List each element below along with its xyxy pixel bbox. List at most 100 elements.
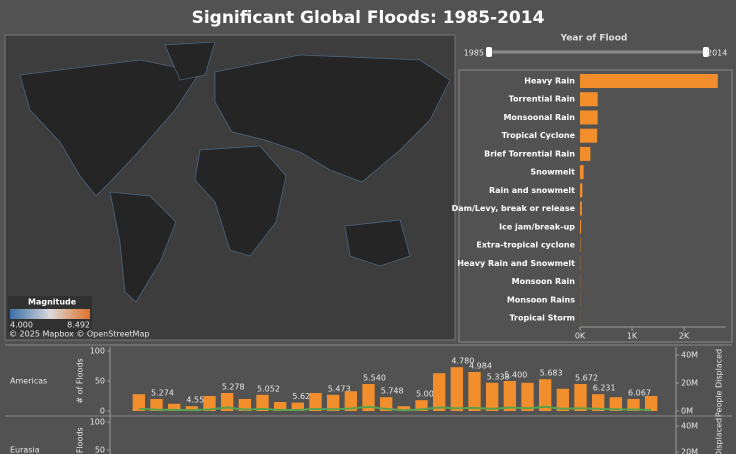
bar-label: 5.748 xyxy=(381,387,404,396)
y-tick-label: 100 xyxy=(90,418,105,427)
bar xyxy=(450,367,464,411)
bar-label: 4.553 xyxy=(186,396,209,405)
bar-label: 5.400 xyxy=(504,371,527,380)
bar-label: 5.338 xyxy=(487,372,510,381)
map-attribution: © 2025 Mapbox © OpenStreetMap xyxy=(9,330,149,339)
bar xyxy=(326,394,340,411)
category-label: Tropical Storm xyxy=(509,313,575,322)
x-tick-label: 2K xyxy=(679,332,690,341)
category-label: Dam/Levy, break or release xyxy=(452,204,576,213)
legend-min: 4.000 xyxy=(10,321,33,330)
region-label: Eurasia xyxy=(10,446,40,454)
y2-axis-title: People Displaced xyxy=(715,349,724,417)
category-label: Monsoon Rain xyxy=(512,277,576,286)
bar-label: 5.683 xyxy=(540,369,563,378)
year-filter[interactable]: Year of Flood 1985 2014 xyxy=(464,34,728,58)
bar xyxy=(150,399,163,411)
slider-handle-start[interactable] xyxy=(486,47,492,57)
legend-gradient xyxy=(10,309,90,319)
bar-label: 5.473 xyxy=(328,384,351,393)
y-tick-label: 50 xyxy=(95,377,105,386)
category-label: Tropical Cyclone xyxy=(502,131,576,140)
category-label: Torrential Rain xyxy=(509,95,576,104)
category-label: Monsoonal Rain xyxy=(503,113,575,122)
bar xyxy=(627,399,640,411)
x-tick-label: 1K xyxy=(627,332,638,341)
y2-tick-label: 40M xyxy=(681,422,698,431)
bar xyxy=(580,183,583,198)
y2-tick-label: 40M xyxy=(681,351,698,360)
land xyxy=(19,41,451,303)
bar-label: 6.231 xyxy=(593,384,616,393)
category-label: Rain and snowmelt xyxy=(489,186,575,195)
legend-title: Magnitude xyxy=(28,298,77,307)
bar xyxy=(485,382,499,411)
y-axis-title: # of Floods xyxy=(76,358,85,403)
bar-label: 5.052 xyxy=(257,384,280,393)
bar xyxy=(580,74,718,88)
bar xyxy=(256,394,269,411)
bar xyxy=(580,110,598,125)
legend-max: 8.492 xyxy=(67,321,90,330)
y-tick-label: 0 xyxy=(100,407,105,416)
bar xyxy=(273,402,287,411)
bar xyxy=(344,391,358,411)
bar xyxy=(609,397,623,411)
y2-tick-label: 20M xyxy=(681,379,698,388)
line-series xyxy=(138,405,652,412)
bar xyxy=(415,400,428,411)
category-label: Monsoon Rains xyxy=(507,295,575,304)
bar xyxy=(580,146,591,161)
map[interactable]: Magnitude 4.000 8.492 © 2025 Mapbox © Op… xyxy=(4,34,456,341)
slider-handle-end[interactable] xyxy=(703,47,709,57)
bar-label: 5.627 xyxy=(292,392,315,401)
y-axis-title: # of Floods xyxy=(76,427,85,454)
bar-label: 4.984 xyxy=(469,362,492,371)
slider-end: 2014 xyxy=(707,49,727,58)
bar xyxy=(574,384,587,411)
bar xyxy=(538,379,552,411)
bar-panel xyxy=(458,69,733,343)
bar xyxy=(644,396,658,411)
bar-label: 6.067 xyxy=(628,389,651,398)
bar-label: 5.540 xyxy=(363,374,386,383)
bar xyxy=(203,396,216,411)
y2-tick-label: 0M xyxy=(681,407,693,416)
bar xyxy=(167,403,181,411)
bar xyxy=(521,382,534,411)
bar-label: 5.008 xyxy=(416,390,439,399)
bar xyxy=(362,384,375,411)
y-tick-label: 50 xyxy=(95,446,105,454)
region-label: Americas xyxy=(10,377,47,386)
bar xyxy=(309,393,322,411)
bar xyxy=(580,201,582,216)
category-label: Extra-tropical cyclone xyxy=(476,241,575,250)
bar-label: 5.278 xyxy=(222,383,245,392)
bar xyxy=(132,394,146,411)
bar xyxy=(238,399,252,411)
bar xyxy=(432,373,446,411)
category-label: Snowmelt xyxy=(530,168,575,177)
bar xyxy=(468,372,481,411)
bar xyxy=(556,388,570,411)
bar xyxy=(591,394,605,411)
bar xyxy=(220,393,234,411)
category-label: Heavy Rain and Snowmelt xyxy=(457,259,575,268)
y-tick-label: 100 xyxy=(90,347,105,356)
bar xyxy=(580,92,598,107)
bar xyxy=(503,381,517,411)
category-label: Brief Torrential Rain xyxy=(484,149,575,158)
bar xyxy=(185,406,199,411)
slider-start: 1985 xyxy=(464,49,484,58)
bar-label: 5.672 xyxy=(575,374,598,383)
bar xyxy=(397,406,411,411)
bar xyxy=(580,165,584,180)
bar-label: 4.780 xyxy=(451,357,474,366)
bar xyxy=(580,219,582,234)
bar xyxy=(580,128,598,143)
category-label: Heavy Rain xyxy=(524,77,575,86)
x-tick-label: 0K xyxy=(575,332,586,341)
y2-axis-title: People Displaced xyxy=(715,418,724,454)
